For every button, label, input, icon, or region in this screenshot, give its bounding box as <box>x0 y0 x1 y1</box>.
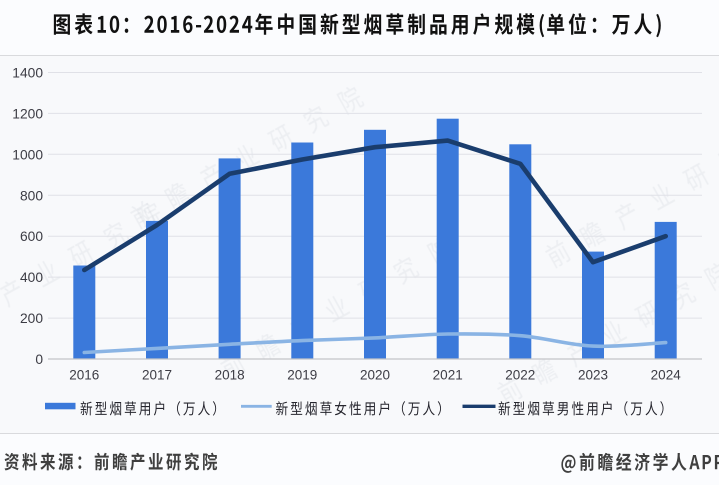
svg-text:2022: 2022 <box>505 368 535 383</box>
svg-text:2019: 2019 <box>287 368 317 383</box>
svg-text:2021: 2021 <box>433 368 463 383</box>
svg-text:2020: 2020 <box>360 368 390 383</box>
svg-text:1200: 1200 <box>12 106 43 121</box>
svg-text:2017: 2017 <box>142 368 172 383</box>
svg-text:0: 0 <box>35 352 43 367</box>
svg-text:1400: 1400 <box>12 66 43 81</box>
svg-text:600: 600 <box>20 229 43 244</box>
svg-text:1000: 1000 <box>12 147 43 162</box>
svg-text:2023: 2023 <box>578 368 608 383</box>
svg-text:800: 800 <box>20 188 43 203</box>
svg-text:200: 200 <box>20 311 43 326</box>
svg-text:2018: 2018 <box>215 368 245 383</box>
svg-text:2024: 2024 <box>651 368 682 383</box>
svg-text:2016: 2016 <box>69 368 99 383</box>
svg-text:400: 400 <box>20 270 43 285</box>
